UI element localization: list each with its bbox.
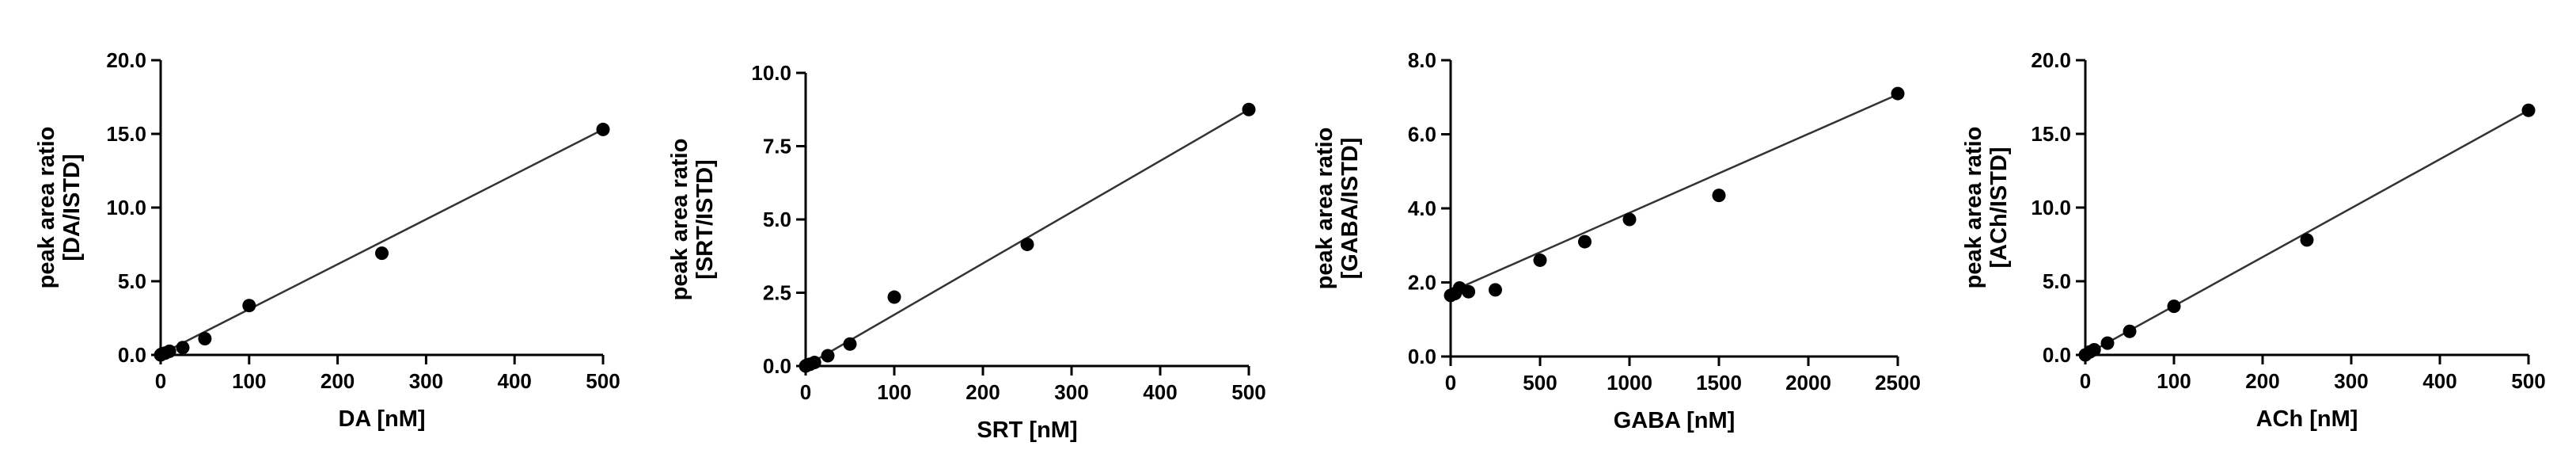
y-tick-label: 15.0 [2031, 122, 2071, 146]
data-point [2167, 299, 2181, 314]
chart-da: 0.0 5.0 10.0 15.0 20.0 0 100 200 300 400 500 DA [nM… [34, 48, 620, 432]
y-axis-title-line2: [DA/ISTD] [59, 154, 85, 261]
data-point [1578, 234, 1592, 249]
x-tick-label: 2000 [1785, 371, 1831, 395]
data-point [2300, 233, 2314, 247]
x-tick-label: 1000 [1607, 371, 1652, 395]
y-tick-label: 20.0 [106, 48, 146, 72]
data-point [242, 299, 256, 313]
chart-gaba: 0.0 2.0 4.0 6.0 8.0 0 500 1000 1500 2000 2500 GABA … [1312, 48, 1921, 433]
y-tick-label: 2.0 [1408, 271, 1436, 295]
regression-line [160, 128, 604, 356]
y-axis-title-line1: peak area ratio [34, 127, 59, 289]
x-tick-label: 2500 [1875, 371, 1921, 395]
data-point [1242, 102, 1256, 116]
chart-panel-ach: 0.0 5.0 10.0 15.0 20.0 0 100 200 300 400 500 ACh [n… [1927, 0, 2576, 465]
data-point [596, 122, 610, 136]
y-axis-title-line1: peak area ratio [1961, 127, 1986, 289]
data-point [1891, 86, 1905, 101]
data-point [162, 344, 176, 358]
x-tick-label: 500 [2511, 369, 2545, 393]
data-point [1462, 284, 1476, 299]
y-tick-label: 0.0 [2043, 343, 2071, 367]
x-tick-label: 200 [2245, 369, 2279, 393]
data-point [375, 246, 389, 261]
y-axis-title-line2: [ACh/ISTD] [1986, 147, 2012, 268]
x-axis-title: DA [nM] [338, 406, 425, 432]
x-axis-title: ACh [nM] [2256, 406, 2358, 432]
x-tick-label: 1500 [1696, 371, 1742, 395]
data-point [843, 337, 857, 351]
y-tick-label: 5.0 [118, 269, 146, 293]
data-point [1020, 237, 1034, 251]
y-tick-label: 10.0 [2031, 196, 2071, 219]
x-tick-label: 0 [2080, 369, 2091, 393]
chart-panel-da: 0.0 5.0 10.0 15.0 20.0 0 100 200 300 400 500 DA [nM… [0, 0, 633, 465]
x-tick-label: 500 [1523, 371, 1557, 395]
data-point [2123, 324, 2137, 338]
y-axis-title-line1: peak area ratio [1312, 128, 1337, 290]
y-tick-label: 5.0 [2043, 269, 2071, 293]
x-tick-label: 300 [2334, 369, 2368, 393]
y-axis-title-line1: peak area ratio [667, 139, 692, 301]
x-tick-label: 0 [1445, 371, 1456, 395]
data-point [2521, 103, 2536, 117]
x-tick-label: 300 [1054, 380, 1088, 404]
y-tick-label: 8.0 [1408, 48, 1436, 72]
data-point [807, 356, 821, 370]
x-tick-label: 500 [586, 369, 620, 393]
x-tick-label: 400 [498, 369, 532, 393]
chart-panel-srt: 0.0 2.5 5.0 7.5 10.0 0 100 200 300 400 500 SRT [nM]… [633, 0, 1278, 465]
y-tick-label: 20.0 [2031, 48, 2071, 72]
x-tick-label: 400 [1143, 380, 1177, 404]
x-tick-label: 0 [800, 380, 811, 404]
data-point [176, 341, 190, 355]
chart-ach: 0.0 5.0 10.0 15.0 20.0 0 100 200 300 400 500 ACh [n… [1961, 48, 2546, 432]
data-point [1712, 189, 1726, 203]
y-tick-label: 15.0 [106, 122, 146, 146]
chart-srt: 0.0 2.5 5.0 7.5 10.0 0 100 200 300 400 500 SRT [nM]… [667, 61, 1266, 443]
regression-line [1450, 93, 1899, 293]
y-tick-label: 10.0 [751, 61, 791, 85]
y-tick-label: 0.0 [1408, 345, 1436, 368]
x-axis-title: GABA [nM] [1614, 408, 1736, 433]
data-point [821, 349, 835, 363]
data-point [887, 290, 901, 304]
y-axis-title-line2: [SRT/ISTD] [692, 159, 718, 279]
data-point [1622, 212, 1637, 227]
x-tick-label: 100 [2157, 369, 2191, 393]
data-point [1533, 253, 1547, 267]
y-tick-label: 0.0 [763, 354, 791, 378]
data-point [2087, 342, 2101, 357]
x-tick-label: 400 [2422, 369, 2456, 393]
y-axis-title-line2: [GABA/ISTD] [1337, 138, 1363, 280]
y-tick-label: 2.5 [763, 281, 791, 305]
x-tick-label: 200 [966, 380, 1000, 404]
y-tick-label: 5.0 [763, 208, 791, 231]
x-axis-title: SRT [nM] [977, 418, 1077, 443]
regression-line [2085, 109, 2529, 357]
y-tick-label: 7.5 [763, 135, 791, 158]
data-point [2100, 336, 2115, 350]
y-tick-label: 10.0 [106, 196, 146, 219]
x-tick-label: 500 [1231, 380, 1265, 404]
x-tick-label: 200 [321, 369, 355, 393]
y-tick-label: 0.0 [118, 343, 146, 367]
data-point [1489, 283, 1502, 297]
data-point [198, 332, 212, 346]
y-tick-label: 6.0 [1408, 123, 1436, 147]
x-tick-label: 0 [155, 369, 166, 393]
x-tick-label: 100 [877, 380, 911, 404]
x-tick-label: 300 [409, 369, 443, 393]
y-tick-label: 4.0 [1408, 196, 1436, 220]
chart-panel-gaba: 0.0 2.0 4.0 6.0 8.0 0 500 1000 1500 2000 2500 GABA … [1278, 0, 1927, 465]
x-tick-label: 100 [232, 369, 266, 393]
